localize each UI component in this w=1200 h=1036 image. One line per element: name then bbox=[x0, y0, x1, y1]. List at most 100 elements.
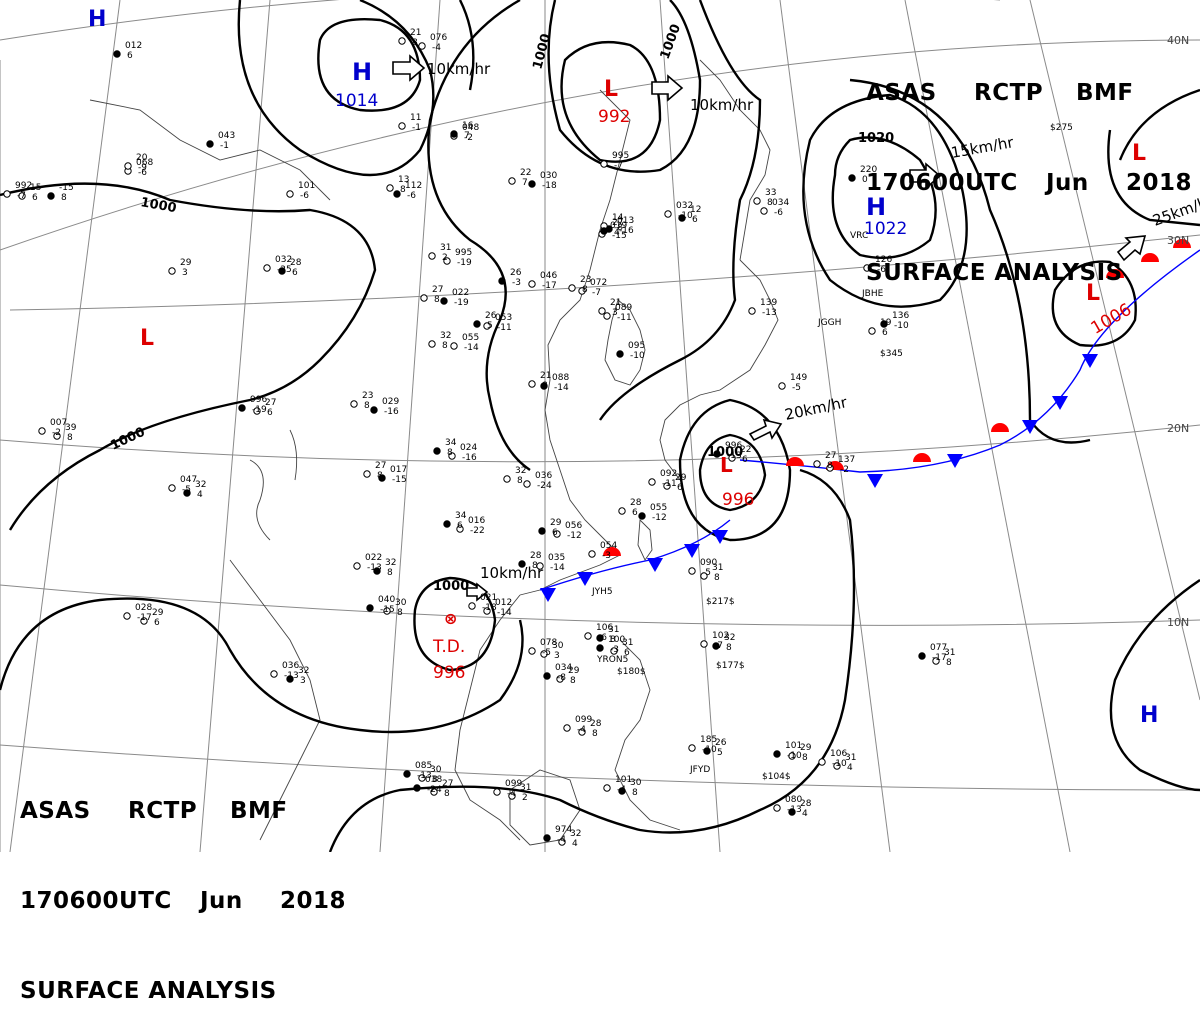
station-value: 8 bbox=[447, 448, 453, 458]
station-pressure: 30 bbox=[395, 598, 407, 608]
station-value: 8 bbox=[517, 476, 523, 486]
station-pressure: 995 bbox=[612, 151, 629, 161]
station-circle bbox=[848, 174, 856, 182]
station-circle bbox=[638, 512, 646, 520]
station-circle bbox=[508, 177, 516, 185]
station-pressure: 14 bbox=[612, 213, 624, 223]
scribble-region bbox=[89, 99, 331, 201]
japan-north bbox=[699, 59, 771, 261]
station-value: -18 bbox=[542, 181, 557, 191]
center-h-southeast: H bbox=[1140, 703, 1158, 728]
station-value: 5 bbox=[717, 748, 723, 758]
station-plot: 032-25 bbox=[263, 255, 292, 275]
station-plot: 995-19 bbox=[443, 248, 472, 268]
station-value: -2 bbox=[840, 465, 849, 475]
station-pressure: 27 bbox=[265, 398, 276, 408]
station-value: 8 bbox=[592, 729, 598, 739]
station-circle bbox=[420, 294, 428, 302]
station-plot: 227 bbox=[508, 168, 531, 188]
footer-org-b: RCTP bbox=[128, 798, 198, 824]
station-circle bbox=[498, 277, 506, 285]
station-pressure: 078 bbox=[540, 638, 557, 648]
station-pressure: 32 bbox=[724, 633, 735, 643]
station-circle bbox=[598, 307, 606, 315]
isobar-label-6: 1000 bbox=[707, 445, 743, 460]
station-value: 8 bbox=[610, 635, 616, 645]
station-value: 8 bbox=[767, 198, 773, 208]
station-value: 8 bbox=[412, 38, 418, 48]
station-circle bbox=[286, 675, 294, 683]
station-pressure: 31 bbox=[520, 783, 531, 793]
station-pressure: 040 bbox=[378, 595, 395, 605]
station-pressure: 32 bbox=[440, 331, 451, 341]
station-pressure: 30 bbox=[630, 778, 642, 788]
station-value: -4 bbox=[617, 785, 626, 795]
station-value: -5 bbox=[702, 568, 711, 578]
station-plot: 055-12 bbox=[638, 503, 667, 523]
station-circle bbox=[688, 744, 696, 752]
station-pressure: 32 bbox=[570, 829, 581, 839]
station-pressure: 034 bbox=[772, 198, 789, 208]
station-plot: 324 bbox=[183, 480, 206, 500]
station-plot: 318 bbox=[596, 625, 619, 645]
cold-front-triangle bbox=[1082, 354, 1098, 368]
station-value: 3 bbox=[182, 268, 188, 278]
station-circle bbox=[880, 320, 888, 328]
station-plot: 080-13 bbox=[773, 795, 802, 815]
meridian-6 bbox=[779, 0, 891, 852]
isobar-label-1: 1000 bbox=[139, 195, 177, 216]
cold-front-triangle bbox=[1022, 420, 1038, 434]
warm-front-semicircle bbox=[913, 453, 931, 462]
station-plot: 288 bbox=[578, 719, 602, 739]
isobar-east-outer bbox=[849, 78, 1091, 444]
station-circle bbox=[168, 267, 176, 275]
station-plot: 112-6 bbox=[393, 181, 422, 201]
footer-line-1: ASAS RCTP BMF bbox=[20, 796, 346, 826]
station-circle bbox=[596, 634, 604, 642]
station-value: -10 bbox=[702, 745, 717, 755]
station-value: -2 bbox=[52, 428, 61, 438]
station-plot: 099-4 bbox=[563, 715, 592, 735]
station-plot: 072-7 bbox=[578, 278, 607, 298]
isobar-east-wave bbox=[1118, 88, 1200, 161]
station-value: -11 bbox=[497, 323, 512, 333]
station-plot: 995-7 bbox=[600, 151, 629, 171]
india-coast bbox=[229, 559, 321, 841]
footer-title: SURFACE ANALYSIS bbox=[20, 978, 277, 1004]
station-pressure: 29 bbox=[550, 518, 562, 528]
cold-front-triangle bbox=[712, 530, 728, 544]
station-plot: 137-2 bbox=[826, 455, 855, 475]
station-value: -7 bbox=[17, 191, 26, 201]
station-value: -5 bbox=[182, 485, 191, 495]
station-pressure: 29 bbox=[180, 258, 192, 268]
latitude-line-30n bbox=[9, 234, 1200, 311]
center-h-1014: H bbox=[352, 58, 372, 86]
station-pressure: 106 bbox=[830, 749, 847, 759]
station-plot: 102-7 bbox=[700, 631, 729, 651]
station-plot: 314 bbox=[833, 753, 856, 773]
station-circle bbox=[47, 192, 55, 200]
station-circle bbox=[568, 284, 576, 292]
station-plot: 007-2 bbox=[38, 418, 67, 438]
station-value: 8 bbox=[400, 185, 406, 195]
station-pressure: 053 bbox=[495, 313, 512, 323]
station-pressure: 996 bbox=[250, 395, 267, 405]
station-value: 6 bbox=[552, 528, 558, 538]
station-pressure: 012 bbox=[125, 41, 142, 51]
station-value: 8 bbox=[714, 573, 720, 583]
station-plot: 318 bbox=[932, 648, 955, 668]
meridian-1 bbox=[9, 0, 121, 852]
station-plot: 046-17 bbox=[528, 271, 557, 291]
station-circle bbox=[518, 560, 526, 568]
header-line-1: ASAS RCTP BMF bbox=[866, 78, 1192, 108]
station-pressure: 21 bbox=[610, 298, 621, 308]
station-circle bbox=[932, 657, 940, 665]
station-pressure: 149 bbox=[790, 373, 807, 383]
station-plot: 126 bbox=[678, 205, 701, 225]
station-value: -4 bbox=[557, 835, 566, 845]
station-circle bbox=[413, 784, 421, 792]
station-pressure: 32 bbox=[195, 480, 206, 490]
center-h-northwest: H bbox=[88, 7, 106, 32]
station-pressure: 137 bbox=[838, 455, 855, 465]
